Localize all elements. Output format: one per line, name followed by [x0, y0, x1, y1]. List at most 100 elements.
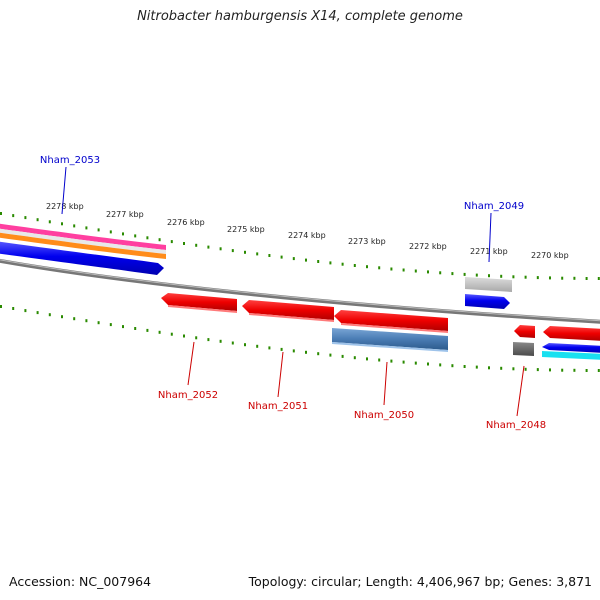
gene-arrow-nham-2049[interactable]: [465, 294, 510, 309]
minor-tick: [109, 323, 112, 327]
accession-text: Accession: NC_007964: [9, 574, 152, 589]
minor-tick: [524, 367, 527, 371]
minor-tick: [256, 344, 259, 348]
minor-tick: [256, 252, 259, 256]
minor-tick: [12, 307, 15, 310]
minor-tick: [353, 356, 356, 360]
minor-tick: [597, 277, 600, 280]
minor-tick: [549, 368, 551, 372]
gene-label-nham-2049[interactable]: Nham_2049: [464, 201, 524, 212]
gene-arrow-nham-2052[interactable]: [161, 293, 237, 311]
leader-line: [277, 351, 284, 398]
gene-label-nham-2053[interactable]: Nham_2053: [40, 155, 100, 166]
minor-tick: [451, 364, 454, 368]
minor-tick: [36, 218, 39, 222]
minor-tick: [158, 238, 161, 242]
minor-tick: [195, 243, 198, 247]
tick-label: 2275 kbp: [227, 225, 265, 234]
minor-tick: [439, 271, 442, 275]
minor-tick: [488, 274, 490, 278]
minor-tick: [207, 338, 210, 342]
minor-tick: [0, 305, 2, 308]
minor-tick: [268, 346, 271, 350]
minor-tick: [85, 226, 88, 230]
inner-tick-ring: [0, 305, 600, 372]
minor-tick: [122, 232, 124, 236]
gene-label-nham-2050[interactable]: Nham_2050: [354, 410, 414, 421]
minor-tick: [463, 365, 466, 368]
leader-line: [187, 341, 195, 386]
minor-tick: [390, 359, 393, 363]
minor-tick: [36, 311, 39, 315]
leader-line: [516, 365, 525, 417]
minor-tick: [231, 341, 234, 345]
minor-tick: [402, 268, 405, 272]
gene-label-nham-2048[interactable]: Nham_2048: [486, 420, 546, 431]
gene-arrow-nham-2048[interactable]: [514, 325, 535, 338]
minor-tick: [451, 272, 454, 276]
leader-line: [61, 166, 67, 215]
tick-label: 2277 kbp: [106, 210, 144, 219]
minor-tick: [475, 365, 478, 369]
minor-tick: [280, 255, 283, 259]
minor-tick: [317, 260, 320, 263]
minor-tick: [207, 245, 210, 249]
leader-line: [383, 361, 388, 406]
minor-tick: [329, 353, 332, 357]
minor-tick: [146, 236, 149, 240]
tick-label: 2273 kbp: [348, 237, 386, 246]
minor-tick: [244, 343, 246, 347]
minor-tick: [97, 228, 100, 232]
minor-tick: [439, 363, 442, 367]
minor-tick: [549, 276, 551, 280]
minor-tick: [536, 276, 539, 280]
minor-tick: [48, 313, 51, 317]
minor-tick: [109, 230, 112, 234]
tick-label: 2272 kbp: [409, 242, 447, 251]
minor-tick: [195, 336, 198, 340]
minor-tick: [12, 214, 15, 218]
gene-arrow-red-right[interactable]: [543, 326, 600, 341]
minor-tick: [73, 224, 76, 228]
minor-tick: [366, 265, 368, 269]
minor-tick: [146, 328, 149, 332]
genome-summary-text: Topology: circular; Length: 4,406,967 bp…: [248, 574, 592, 589]
gene-arrow-nham-2050[interactable]: [334, 310, 448, 331]
minor-tick: [573, 276, 576, 280]
tick-label: 2270 kbp: [531, 251, 569, 260]
minor-tick: [231, 249, 234, 253]
gene-label-nham-2052[interactable]: Nham_2052: [158, 390, 218, 401]
gene-arrow-dark[interactable]: [513, 342, 534, 356]
minor-tick: [61, 222, 63, 226]
minor-tick: [390, 267, 393, 271]
gene-arrow-nham-2051[interactable]: [242, 300, 334, 320]
gene-arrow-steel[interactable]: [332, 328, 448, 350]
minor-tick: [353, 264, 356, 267]
outer-tick-ring: [0, 212, 600, 280]
minor-tick: [329, 261, 332, 265]
minor-tick: [573, 368, 576, 372]
minor-tick: [244, 250, 246, 254]
minor-tick: [414, 361, 417, 365]
minor-tick: [268, 254, 271, 257]
minor-tick: [305, 258, 307, 262]
minor-tick: [512, 275, 515, 279]
gene-arrow-grey[interactable]: [465, 277, 512, 292]
minor-tick: [402, 360, 405, 364]
minor-tick: [341, 354, 344, 358]
minor-tick: [280, 347, 283, 351]
minor-tick: [512, 367, 515, 371]
gene-label-nham-2051[interactable]: Nham_2051: [248, 401, 308, 412]
minor-tick: [414, 269, 417, 273]
minor-tick: [585, 277, 588, 280]
minor-tick: [378, 358, 381, 362]
minor-tick: [48, 220, 51, 224]
minor-tick: [305, 350, 307, 354]
minor-tick: [366, 357, 368, 361]
minor-tick: [561, 276, 564, 280]
minor-tick: [219, 247, 222, 251]
gene-arrow-blue-right[interactable]: [542, 343, 600, 353]
minor-tick: [134, 234, 137, 238]
minor-tick: [524, 275, 527, 279]
gene-arrow-nham-2053[interactable]: [0, 241, 164, 275]
